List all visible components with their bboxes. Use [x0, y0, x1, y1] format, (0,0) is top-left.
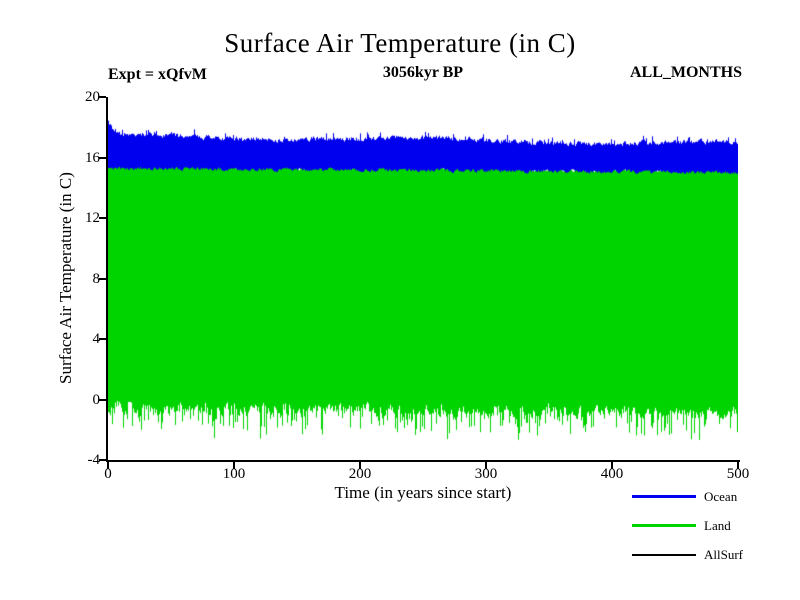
x-tick-mark — [737, 462, 739, 469]
y-tick-mark — [99, 338, 106, 340]
legend-label: Ocean — [704, 488, 738, 504]
legend-line-swatch — [632, 553, 696, 556]
legend-line-swatch — [632, 524, 696, 527]
legend-item: Ocean — [632, 482, 792, 511]
y-tick-mark — [99, 156, 106, 159]
x-tick-label: 0 — [104, 466, 112, 482]
x-tick-mark — [233, 462, 235, 469]
y-tick-mark — [99, 217, 106, 219]
x-tick-mark — [611, 462, 613, 469]
x-tick-mark — [485, 462, 487, 469]
x-tick-label: 400 — [600, 466, 624, 482]
y-axis-label: Surface Air Temperature (in C) — [56, 172, 75, 384]
x-axis-label: Time (in years since start) — [334, 483, 512, 502]
months-label: ALL_MONTHS — [629, 64, 742, 81]
x-tick-label: 200 — [348, 466, 372, 482]
x-axis-line — [106, 460, 740, 462]
legend-item: AllSurf — [632, 540, 792, 569]
chart-title: Surface Air Temperature (in C) — [224, 28, 576, 58]
time-bp-label: 3056kyr BP — [382, 64, 464, 81]
legend-label: Land — [704, 517, 731, 533]
experiment-label: Expt = xQfvM — [108, 66, 207, 83]
x-tick-label: 300 — [474, 466, 498, 482]
legend-label: AllSurf — [704, 546, 743, 562]
y-tick-mark — [99, 277, 106, 280]
y-tick-label: 20 — [85, 89, 100, 105]
x-tick-label: 500 — [726, 466, 750, 482]
legend-line-swatch — [632, 495, 696, 498]
x-tick-mark — [107, 462, 109, 469]
chart-legend: Ocean Land AllSurf — [632, 482, 792, 569]
y-axis-line — [106, 97, 108, 462]
y-tick-mark — [99, 96, 106, 98]
plot-area — [108, 97, 738, 460]
legend-item: Land — [632, 511, 792, 540]
y-tick-label: -4 — [87, 452, 101, 468]
y-tick-label: 0 — [92, 391, 101, 408]
x-tick-label: 100 — [222, 466, 246, 482]
x-tick-mark — [359, 462, 361, 469]
y-tick-label: 16 — [85, 149, 100, 166]
y-tick-mark — [99, 459, 106, 461]
y-tick-mark — [99, 398, 106, 401]
